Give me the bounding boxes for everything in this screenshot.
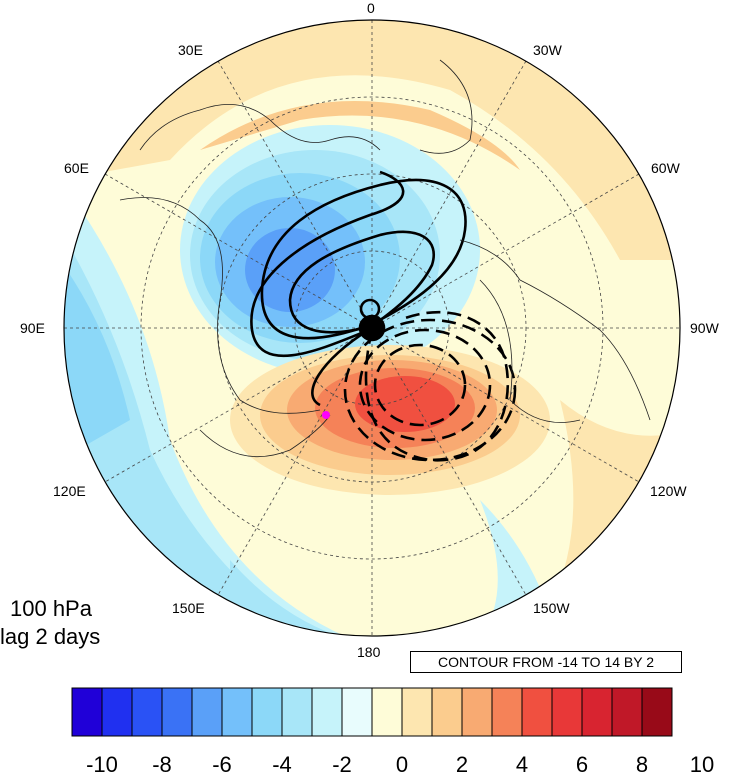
polar-map [63, 19, 681, 637]
lon-label-30w: 30W [533, 42, 562, 58]
colorbar-swatch [641, 687, 673, 737]
colorbar-swatch [371, 687, 403, 737]
colorbar-swatch [281, 687, 313, 737]
colorbar-tick-label: -2 [332, 752, 352, 777]
colorbar [71, 687, 673, 737]
lon-label-90w: 90W [690, 320, 719, 336]
colorbar-swatch [251, 687, 283, 737]
colorbar-swatch [491, 687, 523, 737]
colorbar-swatch [341, 687, 373, 737]
colorbar-tick-label: -8 [152, 752, 172, 777]
lon-label-150w: 150W [533, 600, 570, 616]
colorbar-swatch [461, 687, 493, 737]
colorbar-swatch [611, 687, 643, 737]
coastlines [119, 59, 651, 458]
colorbar-tick-label: 8 [635, 752, 649, 777]
colorbar-swatch [131, 687, 163, 737]
lon-label-150e: 150E [172, 600, 205, 616]
colorbar-swatch [581, 687, 613, 737]
map-boundary [63, 19, 681, 637]
colorbar-swatch [311, 687, 343, 737]
colorbar-swatch [191, 687, 223, 737]
lon-label-30e: 30E [178, 42, 203, 58]
colorbar-swatch [101, 687, 133, 737]
colorbar-tick-label: 4 [515, 752, 529, 777]
colorbar-swatch [521, 687, 553, 737]
colorbar-swatch [401, 687, 433, 737]
colorbar-swatch [551, 687, 583, 737]
colorbar-swatch [221, 687, 253, 737]
colorbar-tick-label: -4 [272, 752, 292, 777]
lon-label-60e: 60E [64, 160, 89, 176]
colorbar-tick-label: 10 [689, 752, 715, 777]
negative-contours [343, 310, 517, 462]
colorbar-tick-label: 0 [395, 752, 409, 777]
colorbar-tick-label: 2 [455, 752, 469, 777]
lon-label-120e: 120E [53, 483, 86, 499]
colorbar-tick-label: 6 [575, 752, 589, 777]
contour-note: CONTOUR FROM -14 TO 14 BY 2 [410, 651, 682, 673]
colorbar-swatch [431, 687, 463, 737]
lon-label-90e: 90E [20, 320, 45, 336]
colorbar-tick-label: -6 [212, 752, 232, 777]
colorbar-swatch [71, 687, 103, 737]
lon-label-0: 0 [367, 0, 375, 16]
location-marker [322, 411, 330, 419]
lon-label-120w: 120W [650, 483, 687, 499]
colorbar-tick-label: -10 [86, 752, 118, 777]
lon-label-60w: 60W [651, 160, 680, 176]
colorbar-swatch [161, 687, 193, 737]
lon-label-180: 180 [357, 644, 381, 660]
lag-label: lag 2 days [0, 624, 101, 649]
level-label: 100 hPa [10, 596, 92, 621]
